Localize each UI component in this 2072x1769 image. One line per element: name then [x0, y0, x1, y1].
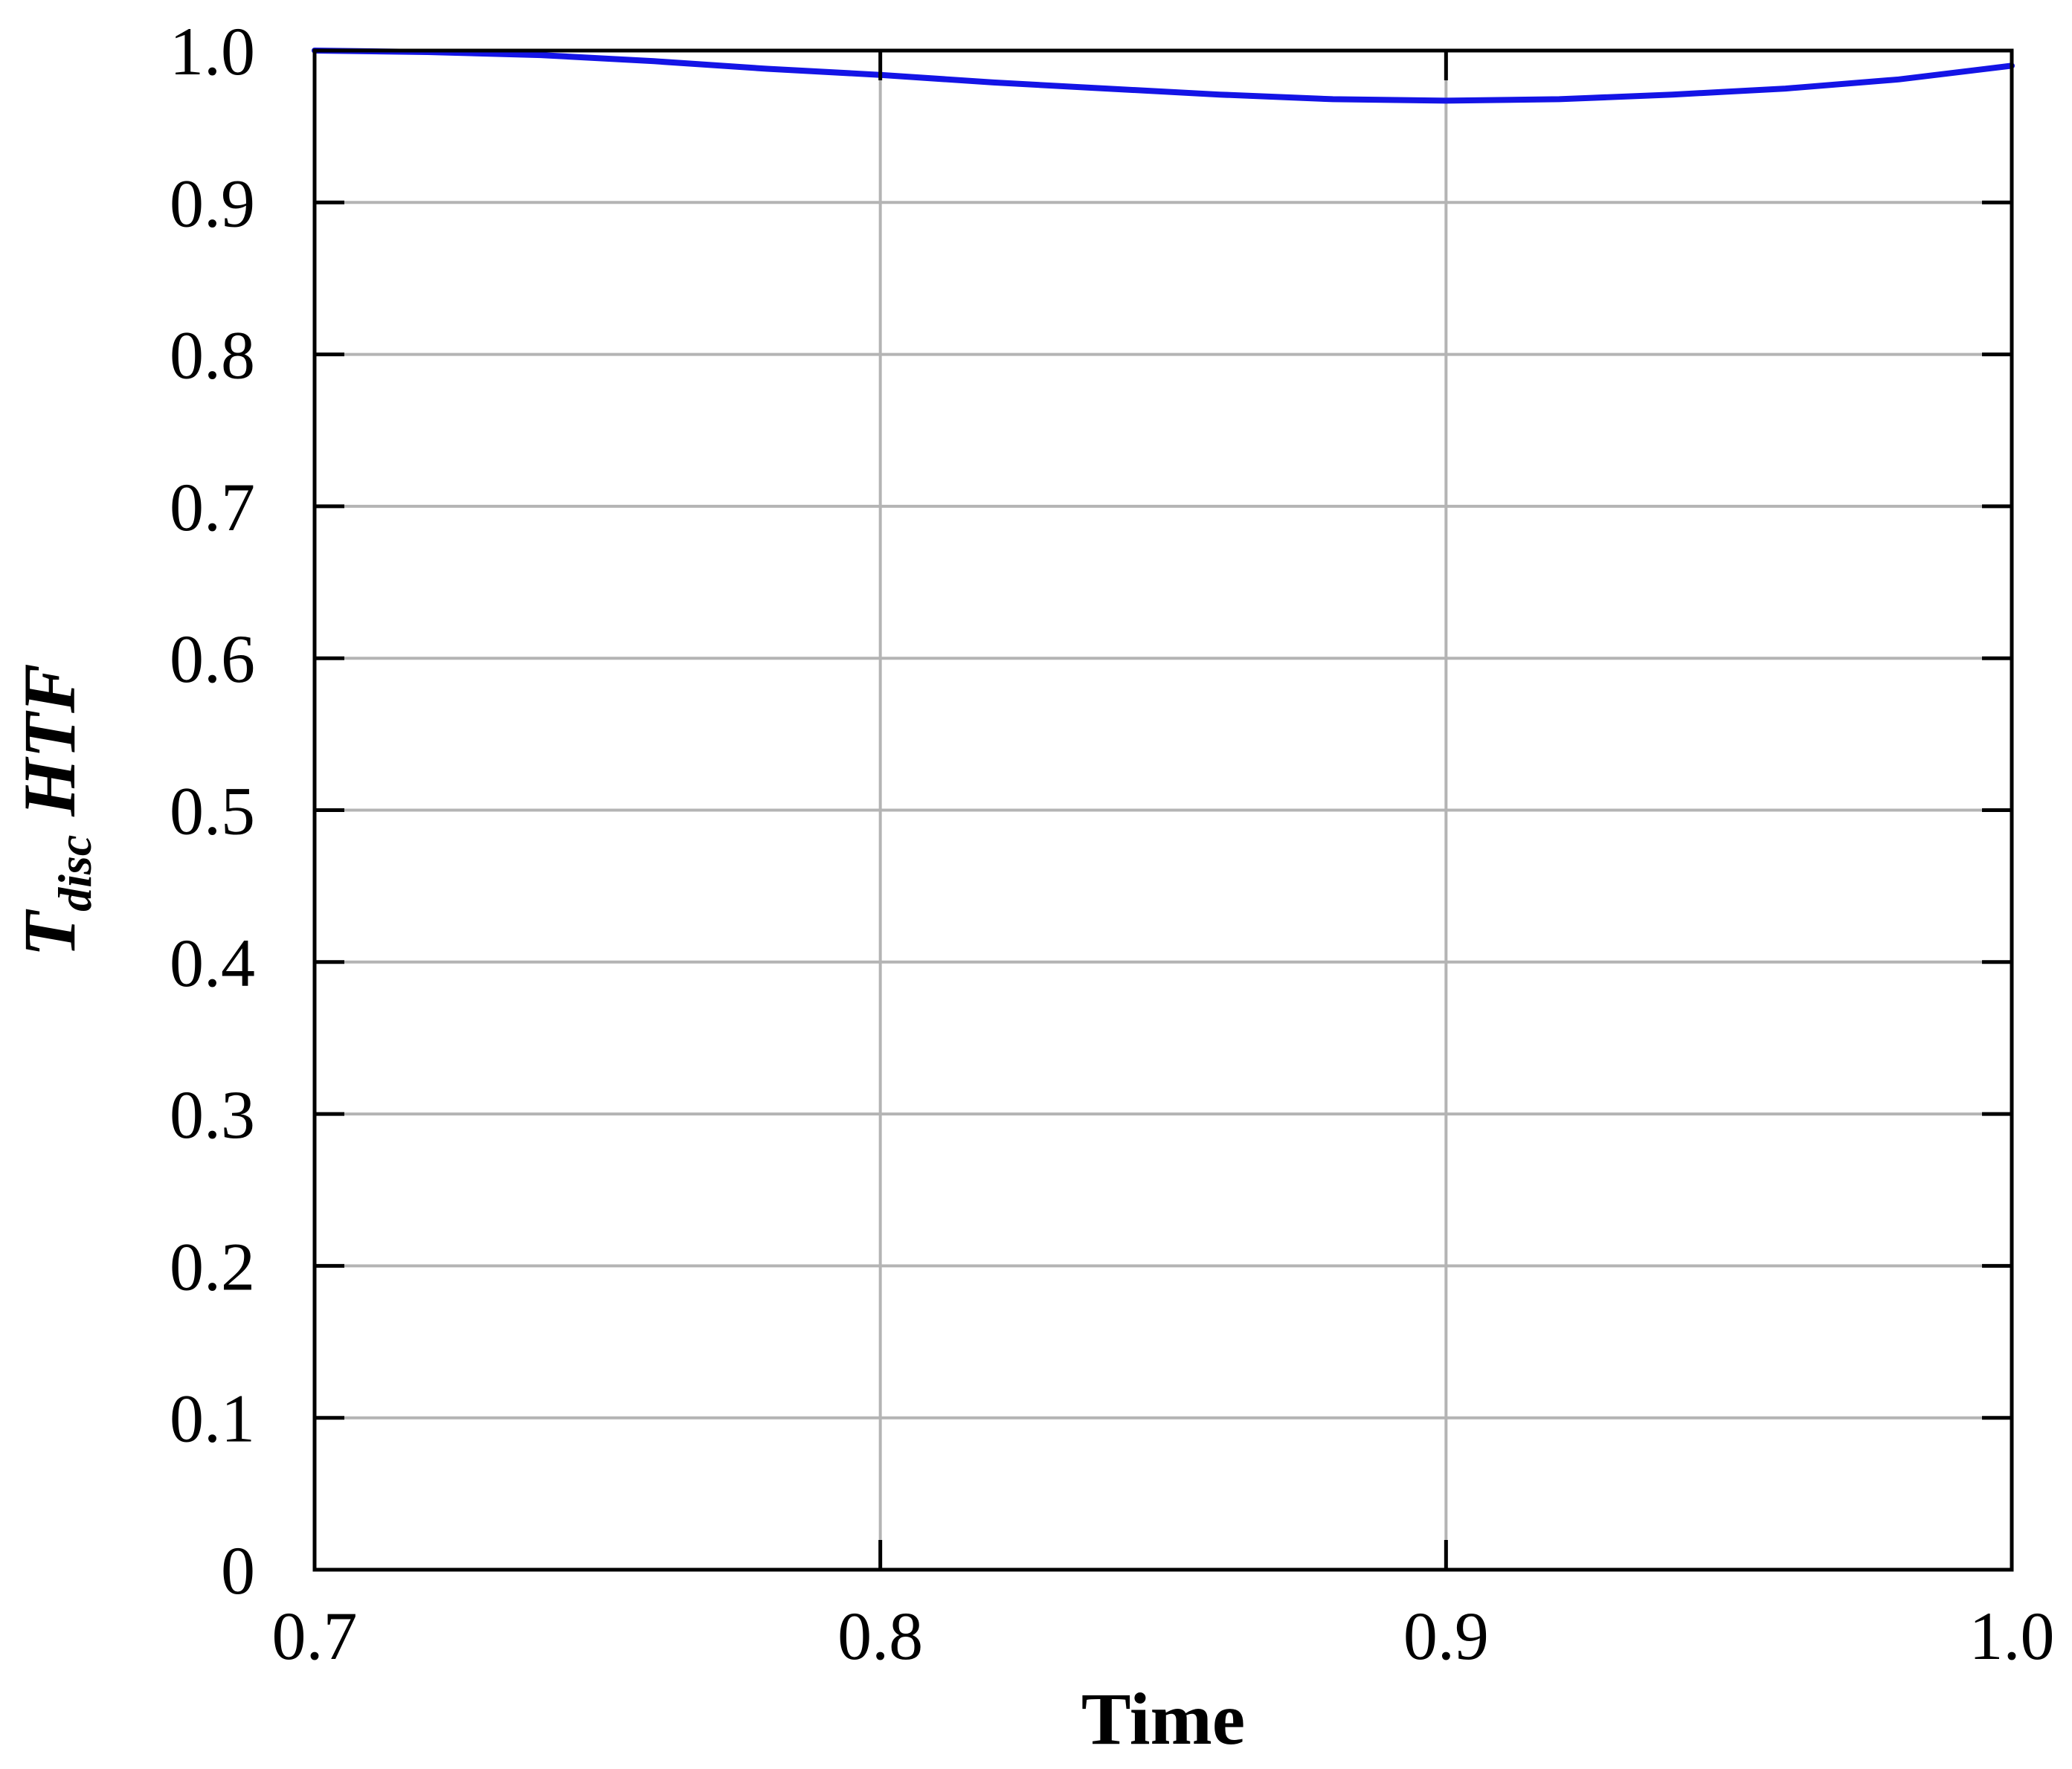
x-axis-title: Time — [1081, 1678, 1245, 1760]
y-axis-title-main: T — [8, 909, 91, 957]
y-tick-label: 0.6 — [170, 621, 255, 697]
axis-ticks — [312, 48, 2014, 1572]
y-axis-title-space — [8, 816, 91, 835]
y-tick-label: 0 — [221, 1533, 255, 1608]
series-layer — [312, 48, 2015, 104]
x-tick-label: 0.7 — [272, 1598, 358, 1674]
x-tick-label: 0.9 — [1403, 1598, 1489, 1674]
y-tick-label: 0.1 — [170, 1381, 255, 1457]
y-tick-label: 0.2 — [170, 1228, 255, 1304]
y-tick-label: 1.0 — [170, 13, 255, 89]
gridlines — [315, 51, 2012, 1570]
y-tick-label: 0.7 — [170, 469, 255, 545]
y-tick-label: 0.8 — [170, 318, 255, 393]
x-tick-label: 0.8 — [837, 1598, 923, 1674]
y-tick-label: 0.5 — [170, 773, 255, 849]
y-axis-title: Tdisc HTF — [8, 663, 101, 957]
y-axis-title-suffix: HTF — [8, 663, 91, 817]
y-tick-label: 0.3 — [170, 1077, 255, 1153]
tick-labels: 0 0.1 0.2 0.3 0.4 0.5 0.6 0.7 0.8 0.9 1.0 0.7 0.8 0.9… — [170, 13, 2055, 1674]
series-line — [312, 48, 2015, 104]
y-axis-title-subscript: disc — [48, 835, 101, 912]
y-tick-label: 0.9 — [170, 165, 255, 241]
x-tick-label: 1.0 — [1969, 1598, 2055, 1674]
y-tick-label: 0.4 — [170, 925, 255, 1001]
